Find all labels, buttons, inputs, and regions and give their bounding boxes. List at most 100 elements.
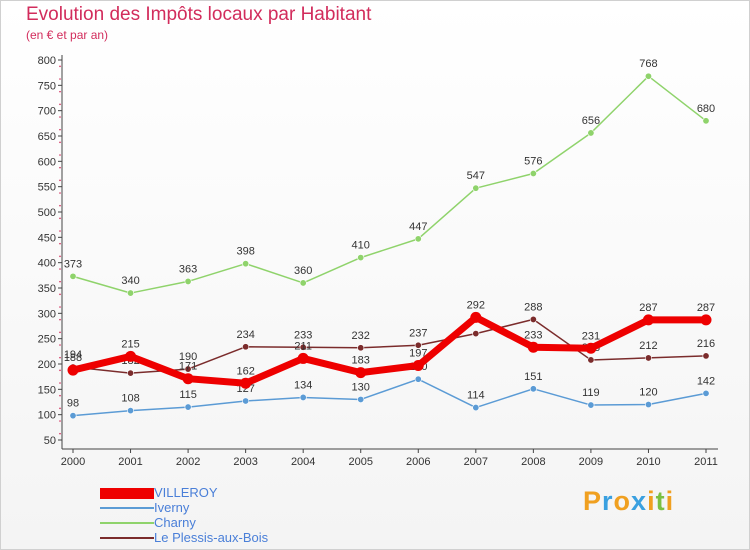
y-minor-tick [59, 331, 61, 334]
y-minor-tick [59, 242, 61, 245]
y-tick-label: 500 [38, 207, 56, 219]
logo-letter: t [655, 486, 666, 516]
data-point-villeroy [585, 342, 597, 354]
data-label-charny: 340 [121, 275, 139, 287]
data-label-le-plessis-aux-bois: 234 [236, 329, 254, 341]
data-point-iverny [69, 412, 77, 420]
y-minor-tick [59, 306, 61, 308]
y-minor-tick [59, 420, 61, 422]
data-label-iverny: 98 [67, 398, 79, 410]
y-minor-tick [59, 369, 61, 372]
data-label-charny: 410 [352, 240, 370, 252]
data-point-charny [299, 279, 307, 287]
y-minor-tick [59, 90, 61, 93]
x-tick-label: 2004 [291, 456, 315, 468]
x-tick-label: 2002 [176, 456, 200, 468]
y-tick-label: 200 [38, 359, 56, 371]
data-label-charny: 768 [639, 58, 657, 70]
y-tick-label: 300 [38, 308, 56, 320]
y-minor-tick [59, 394, 61, 397]
logo-letter: P [583, 486, 603, 516]
x-tick-label: 2003 [233, 456, 257, 468]
data-label-iverny: 115 [179, 389, 197, 401]
series-line-charny [72, 75, 707, 294]
y-tick-label: 100 [38, 410, 56, 422]
data-label-charny: 547 [467, 170, 485, 182]
y-tick-label: 800 [38, 55, 56, 67]
data-point-villeroy [355, 367, 367, 379]
legend-label: Charny [154, 515, 196, 530]
data-label-charny: 447 [409, 221, 427, 233]
legend-label: Le Plessis-aux-Bois [154, 530, 269, 545]
data-point-le-plessis-aux-bois [529, 315, 537, 323]
data-label-iverny: 151 [524, 371, 542, 383]
data-label-villeroy: 162 [236, 365, 254, 377]
y-tick-label: 150 [38, 384, 56, 396]
data-point-iverny [127, 407, 135, 415]
x-tick-label: 2007 [464, 456, 488, 468]
data-point-villeroy [125, 350, 137, 362]
y-tick-label: 400 [38, 258, 56, 270]
x-tick-label: 2009 [579, 456, 603, 468]
data-point-charny [587, 129, 595, 137]
y-minor-tick [59, 356, 61, 359]
data-point-iverny [357, 395, 365, 403]
data-label-le-plessis-aux-bois: 212 [639, 340, 657, 352]
y-tick-label: 450 [38, 232, 56, 244]
legend-item-iverny: Iverny [100, 500, 189, 516]
y-minor-tick [59, 280, 61, 283]
data-label-iverny: 120 [639, 387, 657, 399]
x-tick-label: 2010 [636, 456, 660, 468]
chart-title: Evolution des Impôts locaux par Habitant [26, 4, 372, 25]
y-minor-tick [59, 103, 61, 106]
data-point-villeroy [527, 341, 539, 353]
x-tick-label: 2001 [118, 456, 142, 468]
data-point-le-plessis-aux-bois [702, 352, 710, 360]
y-minor-tick [59, 179, 61, 182]
y-tick-label: 600 [38, 156, 56, 168]
legend-item-le-plessis-aux-bois: Le Plessis-aux-Bois [100, 530, 268, 546]
data-point-charny [69, 272, 77, 280]
data-point-iverny [299, 393, 307, 401]
data-label-villeroy: 188 [64, 352, 82, 364]
data-label-charny: 680 [697, 103, 715, 115]
x-tick-label: 2011 [694, 456, 718, 468]
data-label-villeroy: 183 [352, 355, 370, 367]
y-minor-tick [59, 318, 61, 321]
data-label-iverny: 130 [352, 381, 370, 393]
data-point-villeroy [297, 352, 309, 364]
y-tick-label: 350 [38, 283, 56, 295]
data-point-villeroy [182, 373, 194, 385]
data-label-charny: 363 [179, 263, 197, 275]
data-point-iverny [472, 404, 480, 412]
data-point-charny [242, 260, 250, 268]
data-label-charny: 656 [582, 115, 600, 127]
y-minor-tick [59, 204, 61, 207]
data-label-le-plessis-aux-bois: 237 [409, 327, 427, 339]
data-label-iverny: 119 [582, 387, 600, 399]
data-label-villeroy: 233 [524, 329, 542, 341]
data-label-charny: 360 [294, 265, 312, 277]
data-point-iverny [242, 397, 250, 405]
x-tick-label: 2005 [348, 456, 372, 468]
data-point-le-plessis-aux-bois [184, 365, 192, 373]
data-label-villeroy: 231 [582, 330, 600, 342]
data-point-villeroy [470, 311, 482, 323]
y-minor-tick [59, 65, 61, 68]
y-minor-tick [59, 141, 61, 144]
data-label-villeroy: 215 [121, 338, 139, 350]
data-point-le-plessis-aux-bois [242, 343, 250, 351]
x-tick-label: 2006 [406, 456, 430, 468]
data-label-iverny: 134 [294, 379, 312, 391]
logo-letter: r [602, 486, 614, 516]
legend-swatch [100, 537, 154, 539]
data-point-charny [357, 254, 365, 262]
y-minor-tick [59, 344, 61, 346]
data-label-le-plessis-aux-bois: 288 [524, 301, 542, 313]
data-label-charny: 373 [64, 258, 82, 270]
data-label-villeroy: 292 [467, 299, 485, 311]
y-tick-label: 550 [38, 182, 56, 194]
data-label-villeroy: 171 [179, 361, 197, 373]
data-label-le-plessis-aux-bois: 233 [294, 329, 312, 341]
